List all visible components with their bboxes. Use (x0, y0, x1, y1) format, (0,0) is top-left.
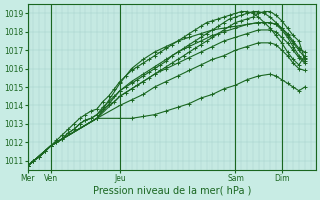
X-axis label: Pression niveau de la mer( hPa ): Pression niveau de la mer( hPa ) (92, 186, 251, 196)
